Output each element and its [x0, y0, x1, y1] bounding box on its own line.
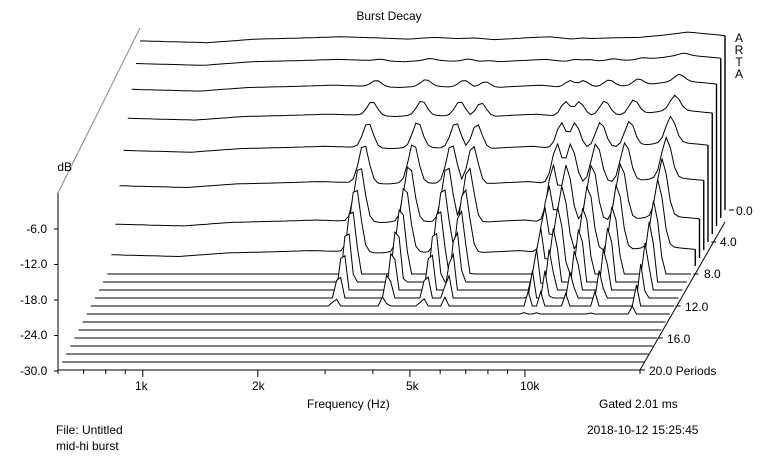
decay-slice — [94, 263, 679, 299]
x-tick-label: 2k — [252, 379, 265, 393]
file-name: File: Untitled — [56, 423, 123, 437]
x-tick-label: 5k — [406, 379, 419, 393]
decay-slice — [99, 242, 683, 291]
z-tick-label: 4.0 — [720, 235, 737, 249]
description: mid-hi burst — [56, 439, 119, 453]
logo-letter: R — [734, 43, 744, 57]
decay-slice — [135, 52, 721, 66]
y-tick-label: -18.0 — [20, 293, 48, 307]
z-axis-line — [639, 221, 726, 371]
decay-slice-fill — [99, 242, 683, 290]
decay-slice — [111, 179, 696, 258]
decay-slice — [103, 221, 687, 283]
y-tick-label: -24.0 — [20, 328, 48, 342]
decay-slice — [107, 200, 691, 275]
x-axis-label: Frequency (Hz) — [307, 397, 390, 411]
logo-letter: T — [735, 55, 743, 69]
x-tick-label: 1k — [135, 379, 148, 393]
y-tick-label: -12.0 — [20, 257, 48, 271]
y-axis-label: dB — [57, 160, 72, 174]
decay-slice — [119, 135, 704, 189]
decay-slice — [139, 31, 726, 44]
x-tick-label: 10k — [520, 379, 540, 393]
y-tick-label: -30.0 — [20, 364, 48, 378]
z-tick-label: 0.0 — [736, 204, 753, 218]
arta-logo: A R T A — [733, 32, 745, 80]
gate-info: Gated 2.01 ms — [599, 397, 678, 411]
timestamp: 2018-10-12 15:25:45 — [587, 423, 699, 437]
decay-slice — [86, 305, 670, 315]
z-tick-label: 8.0 — [704, 267, 721, 281]
decay-slices — [58, 31, 726, 371]
chart-axes — [54, 209, 734, 377]
z-tick-label: 12.0 — [685, 300, 709, 314]
logo-letter: A — [734, 67, 743, 81]
z-tick-label: 16.0 — [667, 332, 691, 346]
decay-slice-fill — [86, 306, 670, 314]
decay-slice-fill — [90, 285, 675, 306]
chart-title: Burst Decay — [356, 9, 422, 23]
decay-slice — [127, 94, 713, 121]
decay-slice — [131, 73, 717, 92]
decay-slice — [123, 115, 709, 153]
z-tick-label: 20.0 Periods — [649, 364, 717, 378]
y-tick-label: -6.0 — [26, 222, 47, 236]
logo-letter: A — [734, 31, 743, 45]
decay-slice — [90, 284, 674, 307]
decay-slice — [115, 158, 700, 227]
frame-edge — [57, 27, 141, 194]
decay-slice-fill — [103, 221, 687, 282]
